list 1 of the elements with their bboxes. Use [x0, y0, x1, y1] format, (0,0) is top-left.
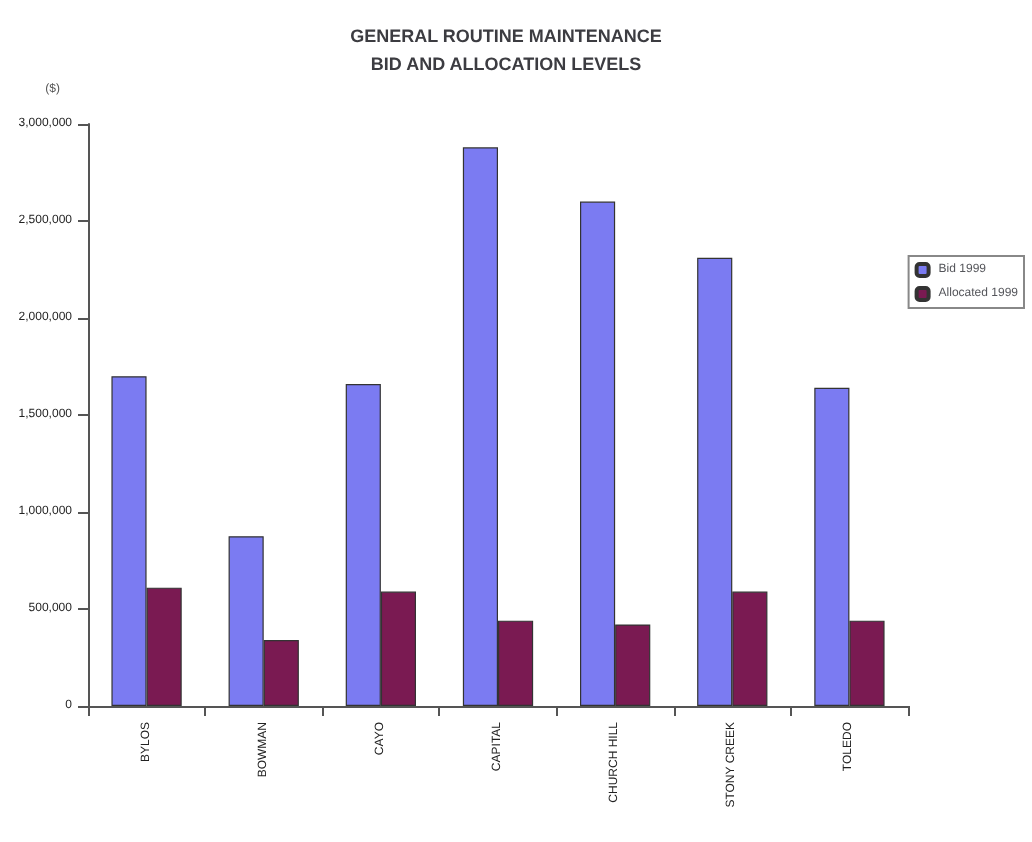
chart-title: GENERAL ROUTINE MAINTENANCE BID AND ALLOCATION LEVELS: [350, 26, 662, 74]
